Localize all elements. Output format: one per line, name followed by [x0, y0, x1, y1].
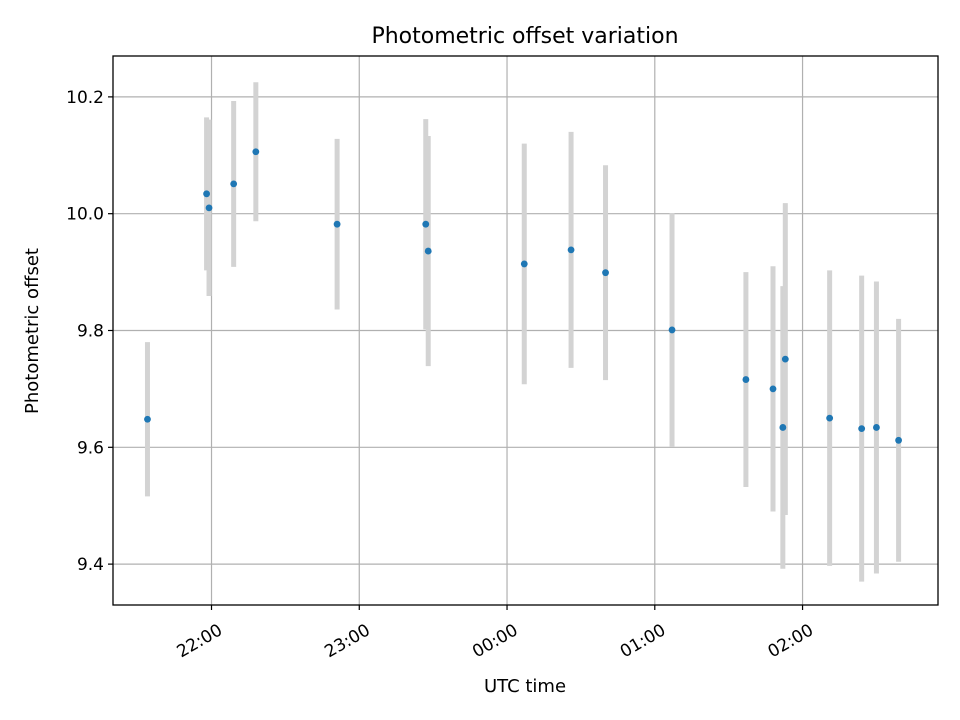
data-point: [895, 436, 902, 444]
data-point: [520, 260, 528, 268]
data-point: [858, 425, 866, 433]
x-axis-label: UTC time: [484, 676, 566, 697]
data-points: [144, 148, 902, 444]
y-tick-label: 10.0: [66, 205, 104, 225]
data-point: [769, 385, 777, 393]
y-tick-label: 9.4: [77, 555, 104, 575]
data-point: [144, 415, 151, 423]
data-point: [781, 355, 789, 363]
data-point: [779, 424, 787, 431]
x-tick-label: 01:00: [617, 620, 669, 662]
chart-title: Photometric offset variation: [371, 24, 678, 49]
data-point: [333, 220, 341, 228]
x-tick-label: 02:00: [765, 620, 817, 662]
y-tick-label: 9.6: [77, 438, 104, 458]
data-point: [826, 414, 834, 422]
data-point: [602, 269, 609, 277]
y-tick-label: 9.8: [77, 322, 104, 342]
data-point: [567, 246, 575, 254]
data-point: [873, 424, 880, 431]
data-point: [252, 148, 260, 156]
x-tick-label: 22:00: [174, 620, 226, 662]
ticks: 22:00 23:00 00:00 01:00 02:00 9.4 9.6 9.8 10.0 10…: [66, 88, 817, 662]
data-point: [230, 180, 238, 188]
data-point: [424, 247, 432, 255]
data-point: [742, 376, 750, 383]
data-point: [205, 204, 213, 212]
data-point: [203, 190, 210, 198]
x-tick-label: 00:00: [469, 620, 521, 662]
x-tick-label: 23:00: [321, 620, 373, 662]
y-axis-label: Photometric offset: [22, 248, 43, 414]
data-point: [668, 326, 676, 334]
y-tick-label: 10.2: [66, 88, 104, 108]
error-bars: [144, 82, 902, 582]
data-point: [422, 220, 430, 228]
